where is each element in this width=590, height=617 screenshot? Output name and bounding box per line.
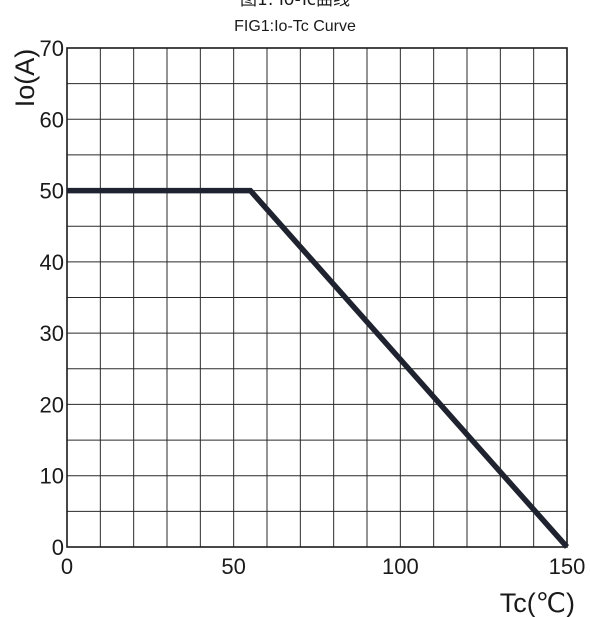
y-tick-label: 40 [40, 250, 64, 275]
y-tick-label: 30 [40, 321, 64, 346]
x-tick-label: 100 [382, 554, 419, 579]
x-tick-label: 150 [549, 554, 586, 579]
y-tick-label: 20 [40, 392, 64, 417]
plot-frame [66, 47, 568, 548]
series-layer [67, 187, 570, 549]
grid-lines [67, 48, 567, 547]
y-tick-label: 10 [40, 464, 64, 489]
tick-labels: 0 50 100 150 0 10 20 30 40 50 60 70 [40, 36, 586, 579]
x-tick-label: 50 [221, 554, 245, 579]
y-axis-label: Io(A) [10, 49, 40, 108]
chart-title: 图1: Io-Tc曲线 [239, 0, 351, 10]
x-axis-label: Tc(℃) [500, 588, 575, 617]
chart-subtitle: FIG1:Io-Tc Curve [234, 18, 356, 35]
y-tick-label: 60 [40, 107, 64, 132]
y-tick-label: 50 [40, 179, 64, 204]
y-tick-label: 0 [52, 535, 64, 560]
io-tc-curve-line [67, 187, 570, 549]
x-tick-label: 0 [61, 554, 73, 579]
y-tick-label: 70 [40, 36, 64, 61]
